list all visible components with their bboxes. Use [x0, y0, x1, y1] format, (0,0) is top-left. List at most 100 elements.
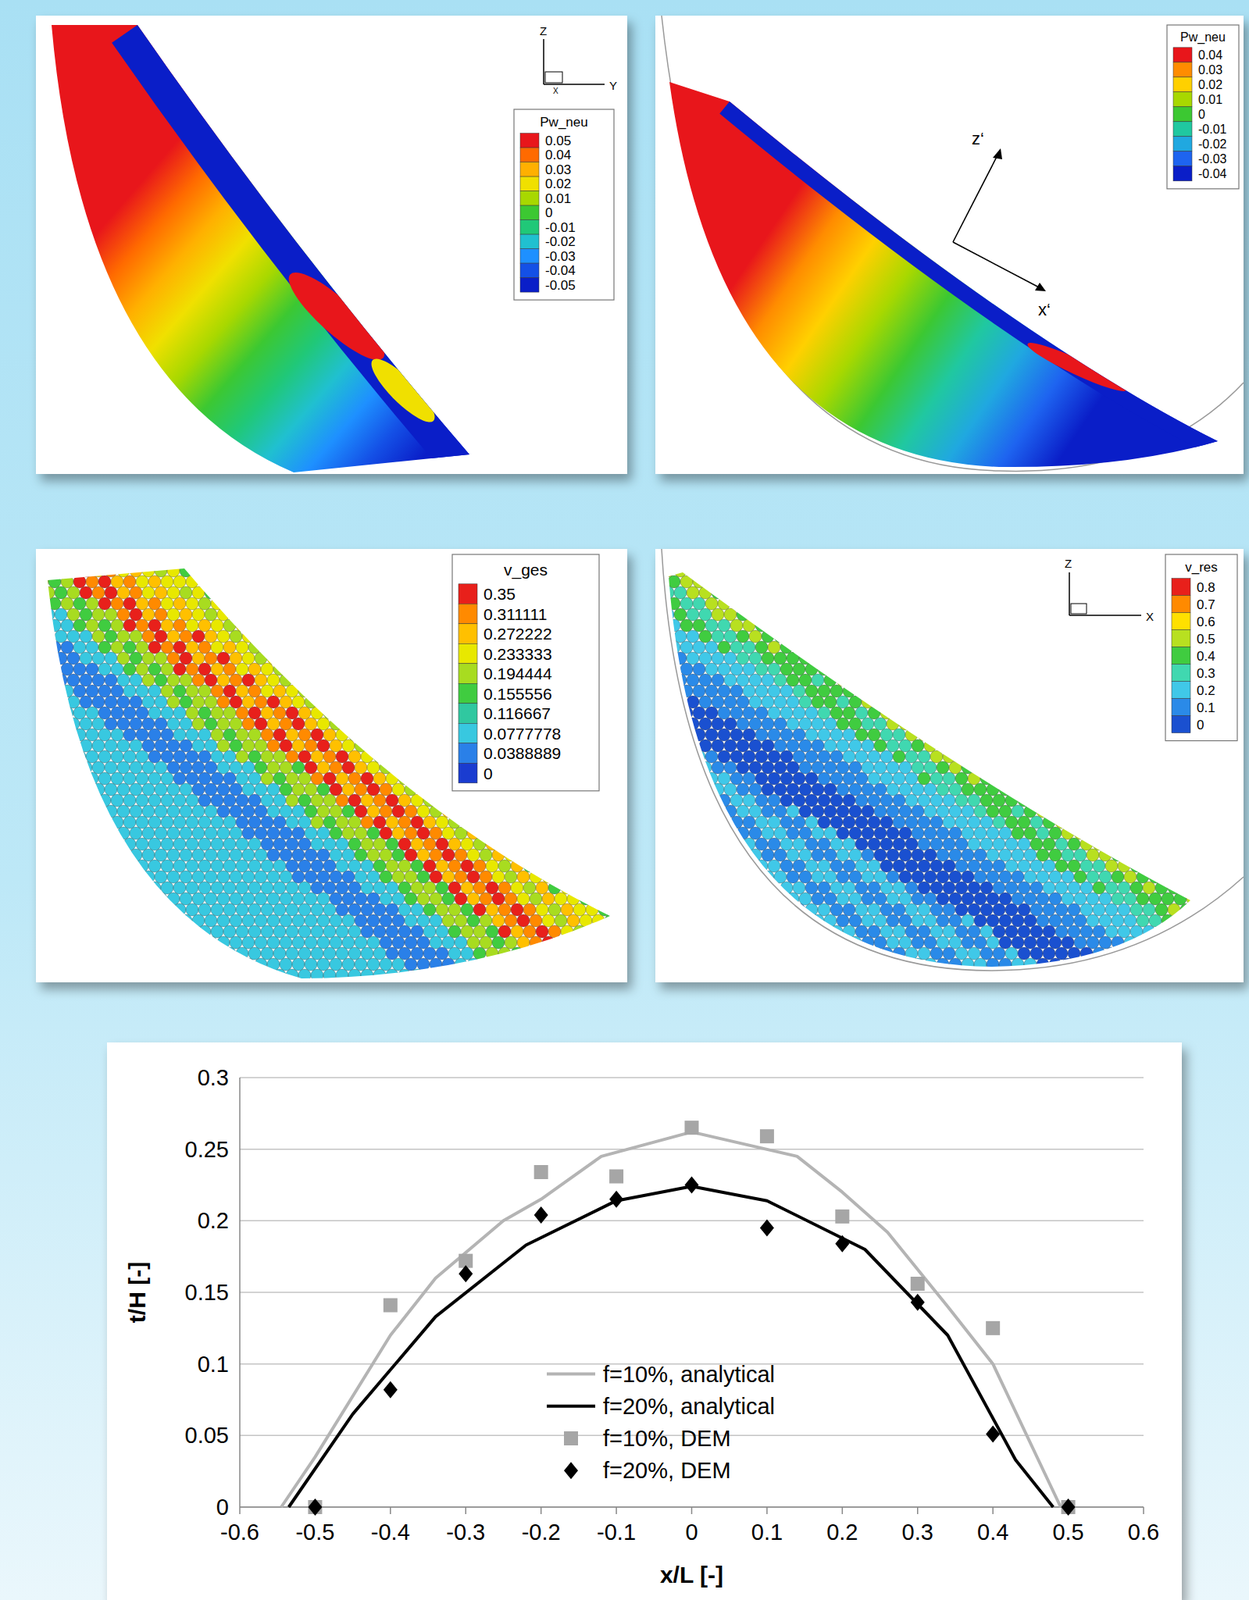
particle — [242, 914, 255, 928]
particle — [623, 860, 636, 873]
particle — [342, 892, 355, 906]
particle — [210, 575, 224, 589]
particle — [267, 674, 280, 687]
particle — [285, 641, 299, 654]
particle — [229, 630, 243, 643]
particle — [123, 575, 136, 589]
particle — [217, 958, 230, 971]
particle — [167, 674, 180, 687]
particle — [154, 783, 168, 796]
particle — [117, 936, 130, 950]
particle — [629, 652, 643, 665]
particle — [229, 652, 243, 665]
particle — [629, 586, 643, 600]
particle — [410, 772, 424, 786]
particle — [98, 947, 111, 960]
particle — [92, 717, 105, 731]
particle — [223, 575, 236, 589]
particle — [60, 663, 74, 676]
particle — [485, 816, 499, 829]
particle — [179, 608, 193, 621]
particle — [35, 641, 49, 654]
particle — [342, 652, 355, 665]
colorbar-label: -0.04 — [1198, 167, 1228, 181]
particle — [160, 969, 174, 982]
particle — [142, 892, 155, 906]
surface-band — [729, 101, 1218, 442]
particle — [317, 914, 330, 928]
particle — [317, 958, 330, 971]
particle — [473, 881, 486, 895]
particle — [129, 805, 143, 818]
particle — [598, 575, 611, 589]
particle — [310, 553, 324, 567]
particle — [335, 750, 349, 764]
particle — [92, 739, 105, 753]
particle — [610, 685, 624, 698]
particle — [623, 728, 636, 742]
particle — [117, 564, 130, 578]
particle — [117, 958, 130, 971]
particle — [367, 958, 380, 971]
particle — [448, 947, 461, 960]
particle — [173, 641, 186, 654]
particle — [323, 575, 336, 589]
particle — [92, 958, 105, 971]
particle — [323, 619, 336, 632]
particle — [279, 870, 293, 884]
particle — [192, 739, 205, 753]
particle — [579, 827, 593, 840]
particle — [285, 575, 299, 589]
particle — [354, 717, 368, 731]
particle — [217, 849, 230, 862]
colorbar-swatch — [520, 220, 539, 236]
particle — [129, 695, 143, 709]
particle — [242, 564, 255, 578]
particle — [35, 881, 49, 895]
particle — [610, 750, 624, 764]
particle — [254, 870, 268, 884]
particle — [585, 816, 599, 829]
particle — [217, 695, 230, 709]
particle — [348, 816, 361, 829]
particle — [42, 630, 55, 643]
particle — [385, 597, 399, 611]
axis-label: z‘ — [971, 128, 985, 149]
particle — [479, 914, 493, 928]
particle — [385, 663, 399, 676]
particle — [160, 947, 174, 960]
particle — [254, 674, 268, 687]
particle — [217, 936, 230, 950]
particle — [629, 892, 643, 906]
particle — [267, 805, 280, 818]
particle — [542, 936, 555, 950]
particle — [110, 663, 124, 676]
particle — [629, 936, 643, 950]
particle — [229, 849, 243, 862]
particle — [348, 860, 361, 873]
particle — [335, 553, 349, 567]
particle — [273, 860, 286, 873]
particle — [160, 903, 174, 917]
particle — [310, 903, 324, 917]
particle — [42, 870, 55, 884]
particle — [54, 805, 68, 818]
particle — [604, 827, 618, 840]
particle — [348, 706, 361, 720]
particle — [260, 772, 274, 786]
particle — [617, 761, 630, 775]
particle — [92, 761, 105, 775]
particle — [317, 936, 330, 950]
particle — [304, 783, 318, 796]
particle — [367, 892, 380, 906]
particle — [279, 717, 293, 731]
particle — [173, 903, 186, 917]
colorbar-swatch — [1173, 121, 1192, 137]
particle — [379, 630, 393, 643]
particle — [35, 575, 49, 589]
particle — [342, 695, 355, 709]
particle — [104, 739, 118, 753]
particle — [217, 783, 230, 796]
particle — [523, 838, 536, 851]
particle — [385, 619, 399, 632]
